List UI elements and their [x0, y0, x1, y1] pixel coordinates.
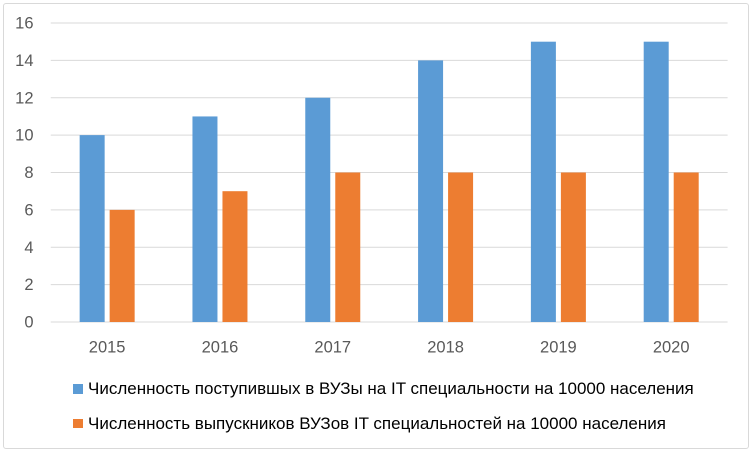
svg-text:8: 8	[24, 164, 33, 182]
svg-text:16: 16	[15, 15, 33, 33]
svg-text:4: 4	[24, 239, 33, 257]
svg-text:2020: 2020	[653, 339, 690, 357]
svg-text:0: 0	[24, 314, 33, 332]
svg-text:10: 10	[15, 127, 33, 145]
svg-text:2016: 2016	[202, 339, 239, 357]
svg-text:2019: 2019	[540, 339, 577, 357]
svg-text:2018: 2018	[427, 339, 464, 357]
svg-text:2: 2	[24, 276, 33, 294]
svg-text:2017: 2017	[314, 339, 351, 357]
svg-text:12: 12	[15, 89, 33, 107]
svg-text:6: 6	[24, 201, 33, 219]
svg-text:14: 14	[15, 52, 33, 70]
svg-text:2015: 2015	[89, 339, 126, 357]
